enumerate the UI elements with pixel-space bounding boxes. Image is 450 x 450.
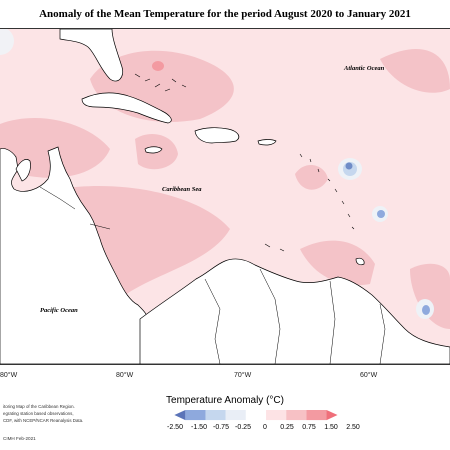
lon-tick-3: 70°W [234,372,252,379]
anomaly-patch-east [295,164,328,190]
south-america [139,258,450,364]
legend-label: -1.50 [191,424,207,431]
footnote-line-3: CDF, with NCEP/NCAR Reanalysis Data. [3,418,84,423]
footnote-line-2: egrating station based observations, [3,411,74,416]
anomaly-patch-northeast [380,49,450,93]
legend-label: -0.25 [235,424,251,431]
hispaniola [194,127,240,144]
legend-swatch [205,410,226,421]
yucatan [15,159,31,182]
country-borders [39,186,386,364]
legend-tip-right [326,410,338,421]
label-atlantic-ocean: Atlantic Ocean [344,65,385,72]
legend-swatch [266,410,287,421]
legend-label: 0.25 [280,424,294,431]
small-islands [134,73,355,252]
cold-anomaly-spots [0,29,434,319]
legend-label: 1.50 [324,424,338,431]
legend-label: 0.75 [302,424,316,431]
jamaica [144,146,163,154]
anomaly-patch-south [300,240,375,286]
credit-text: CIMH Feb-2021 [3,436,36,441]
map-canvas [0,29,450,364]
legend-swatch [185,410,206,421]
puerto-rico [257,139,277,146]
label-caribbean-sea: Caribbean Sea [162,186,202,193]
legend-title: Temperature Anomaly (°C) [166,395,284,406]
anomaly-patch-southeast [410,263,450,329]
legend-label: -0.75 [213,424,229,431]
footnote-line-1: itoring Map of the Caribbean Region. [3,404,75,409]
legend-label: 0 [263,424,267,431]
anomaly-map: Atlantic Ocean Caribbean Sea Pacific Oce… [0,28,450,365]
trinidad [355,257,365,266]
anomaly-spot-bahamas [152,61,164,71]
florida [59,29,124,82]
legend-tip-left [174,410,186,421]
legend-swatch [225,410,246,421]
cuba [81,92,172,124]
label-pacific-ocean: Pacific Ocean [40,307,78,314]
legend-colorbar [174,410,338,421]
land-masses [0,29,450,364]
legend-swatch [245,410,267,421]
lon-tick-4: 60°W [360,372,378,379]
lon-tick-1: 80°W [0,372,18,379]
central-america [0,146,151,364]
legend-swatch [306,410,327,421]
legend-label: 2.50 [346,424,360,431]
legend-swatch [286,410,307,421]
map-title: Anomaly of the Mean Temperature for the … [39,8,411,20]
lon-tick-2: 80°W [116,372,134,379]
legend-label: -2.50 [167,424,183,431]
